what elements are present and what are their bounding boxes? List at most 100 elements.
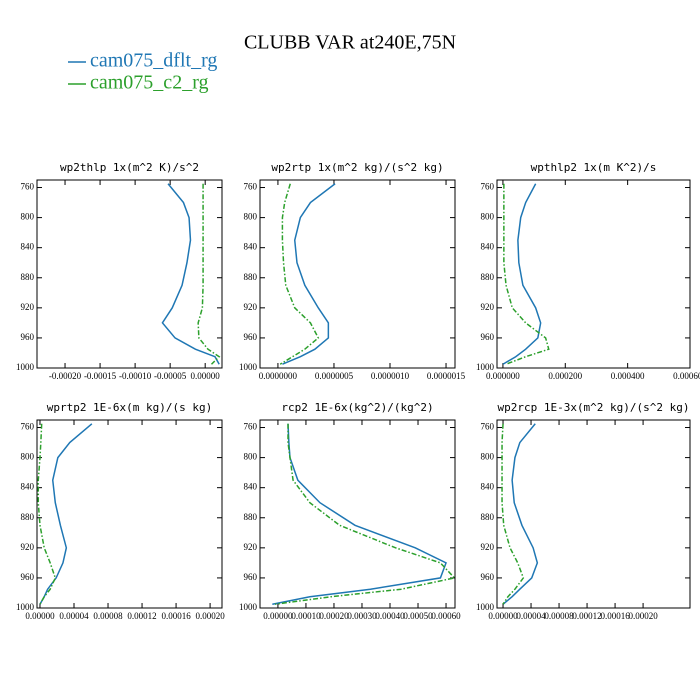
panel-title: wp2thlp 1x(m^2 K)/s^2: [60, 161, 199, 174]
x-tick-label: 0.00020: [319, 611, 349, 621]
y-tick-label: 760: [244, 422, 258, 432]
y-tick-label: 1000: [476, 362, 495, 372]
plot-frame: [496, 179, 691, 369]
y-tick-label: 760: [21, 422, 35, 432]
y-tick-label: 840: [21, 242, 35, 252]
y-tick-label: 880: [481, 272, 495, 282]
y-tick-label: 920: [21, 542, 35, 552]
y-tick-label: 1000: [239, 362, 258, 372]
series-line: [502, 183, 542, 365]
x-tick-label: 0.00050: [403, 611, 433, 621]
x-tick-label: 0.00016: [600, 611, 630, 621]
y-tick-label: 1000: [16, 602, 35, 612]
x-tick-label: 0.0000015: [427, 371, 466, 381]
plot-frame: [496, 419, 691, 609]
y-tick-label: 880: [21, 512, 35, 522]
series-line: [272, 423, 447, 605]
y-tick-label: 840: [244, 482, 258, 492]
x-tick-label: -0.00020: [49, 371, 82, 381]
x-tick-label: 0.00060: [431, 611, 461, 621]
x-tick-label: 0.0000010: [371, 371, 410, 381]
x-tick-label: 0.00016: [161, 611, 191, 621]
x-tick-label: -0.00005: [154, 371, 187, 381]
y-tick-label: 960: [244, 332, 258, 342]
y-tick-label: 800: [244, 452, 258, 462]
x-tick-label: 0.00040: [375, 611, 405, 621]
panel-title: wprtp2 1E-6x(m kg)/(s kg): [47, 401, 213, 414]
y-tick-label: 960: [481, 572, 495, 582]
y-tick-label: 880: [244, 272, 258, 282]
series-line: [37, 423, 57, 605]
y-tick-label: 920: [481, 542, 495, 552]
y-tick-label: 760: [244, 182, 258, 192]
y-tick-label: 1000: [239, 602, 258, 612]
panel-title: rcp2 1E-6x(kg^2)/(kg^2): [281, 401, 433, 414]
panel-title: wpthlp2 1x(m K^2)/s: [531, 161, 657, 174]
plot-frame: [259, 419, 456, 609]
series-line: [279, 183, 320, 365]
x-tick-label: 0.0000000: [259, 371, 298, 381]
series-line: [197, 183, 221, 365]
x-tick-label: 0.00000: [263, 611, 293, 621]
x-tick-label: 0.00004: [516, 611, 546, 621]
y-tick-label: 960: [481, 332, 495, 342]
plot-frame: [36, 419, 223, 609]
panel-title: wp2rcp 1E-3x(m^2 kg)/(s^2 kg): [497, 401, 689, 414]
series-line: [282, 183, 336, 365]
x-tick-label: 0.000400: [611, 371, 645, 381]
x-tick-label: 0.00004: [59, 611, 89, 621]
x-tick-label: -0.00015: [84, 371, 117, 381]
x-tick-label: 0.000600: [673, 371, 700, 381]
x-tick-label: 0.00000: [191, 371, 221, 381]
y-tick-label: 920: [244, 542, 258, 552]
series-line: [502, 423, 539, 605]
x-tick-label: 0.00030: [347, 611, 377, 621]
figure-title: CLUBB VAR at240E,75N: [244, 32, 456, 54]
y-tick-label: 800: [21, 452, 35, 462]
x-tick-label: 0.00012: [572, 611, 601, 621]
y-tick-label: 1000: [476, 602, 495, 612]
y-tick-label: 840: [481, 242, 495, 252]
x-tick-label: 0.00010: [291, 611, 321, 621]
y-tick-label: 880: [244, 512, 258, 522]
legend-label: cam075_c2_rg: [90, 72, 209, 94]
series-line: [503, 183, 550, 365]
y-tick-label: 760: [481, 182, 495, 192]
y-tick-label: 800: [21, 212, 35, 222]
y-tick-label: 920: [481, 302, 495, 312]
x-tick-label: 0.00000: [488, 611, 518, 621]
series-line: [161, 183, 220, 365]
series-line: [275, 423, 456, 605]
x-tick-label: 0.00012: [127, 611, 156, 621]
y-tick-label: 800: [244, 212, 258, 222]
y-tick-label: 1000: [16, 362, 35, 372]
y-tick-label: 920: [244, 302, 258, 312]
x-tick-label: 0.0000005: [315, 371, 354, 381]
y-tick-label: 760: [481, 422, 495, 432]
x-tick-label: 0.00020: [195, 611, 225, 621]
series-line: [501, 423, 525, 605]
y-tick-label: 920: [21, 302, 35, 312]
x-tick-label: 0.00000: [25, 611, 55, 621]
plot-frame: [259, 179, 456, 369]
legend-label: cam075_dflt_rg: [90, 50, 217, 72]
x-tick-label: 0.00020: [628, 611, 658, 621]
y-tick-label: 880: [21, 272, 35, 282]
y-tick-label: 960: [21, 332, 35, 342]
x-tick-label: 0.000000: [486, 371, 520, 381]
y-tick-label: 760: [21, 182, 35, 192]
y-tick-label: 800: [481, 212, 495, 222]
y-tick-label: 840: [244, 242, 258, 252]
x-tick-label: 0.00008: [544, 611, 574, 621]
y-tick-label: 960: [21, 572, 35, 582]
x-tick-label: 0.000200: [548, 371, 582, 381]
y-tick-label: 960: [244, 572, 258, 582]
x-tick-label: -0.00010: [119, 371, 152, 381]
y-tick-label: 880: [481, 512, 495, 522]
y-tick-label: 840: [21, 482, 35, 492]
y-tick-label: 800: [481, 452, 495, 462]
plot-frame: [36, 179, 223, 369]
y-tick-label: 840: [481, 482, 495, 492]
